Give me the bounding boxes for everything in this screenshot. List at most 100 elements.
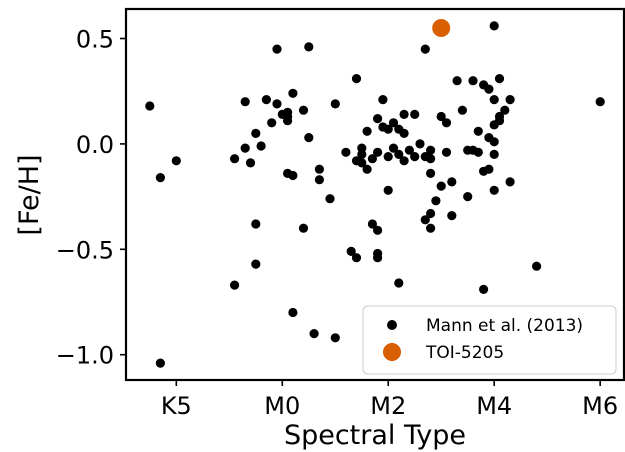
data-point-mann: [388, 143, 399, 153]
data-point-mann: [288, 170, 298, 181]
data-point-mann: [426, 223, 436, 233]
data-point-mann: [261, 95, 271, 105]
data-point-mann: [394, 278, 404, 288]
data-point-mann: [314, 175, 324, 185]
y-tick-label: 0.0: [76, 131, 114, 159]
legend-box: [362, 305, 617, 375]
data-point-mann: [410, 109, 420, 119]
x-axis-label: Spectral Type: [284, 420, 466, 451]
data-point-mann: [357, 149, 367, 159]
data-point-mann: [426, 145, 436, 155]
data-point-mann: [351, 253, 362, 263]
x-tick-label: M0: [264, 392, 300, 420]
data-point-mann: [251, 219, 261, 229]
data-point-mann: [494, 74, 505, 84]
data-point-mann: [489, 21, 499, 31]
data-point-mann: [426, 154, 436, 164]
data-point-mann: [240, 143, 250, 153]
data-point-mann: [489, 95, 499, 105]
data-point-mann: [494, 116, 505, 126]
data-point-mann: [441, 118, 452, 128]
data-point-mann: [505, 95, 515, 105]
data-point-mann: [298, 105, 309, 115]
data-point-mann: [441, 147, 452, 157]
data-point-mann: [595, 97, 605, 107]
data-point-mann: [251, 259, 261, 269]
data-point-mann: [230, 280, 240, 290]
data-point-mann: [272, 44, 282, 54]
data-point-mann: [452, 76, 462, 86]
x-tick-label: K5: [161, 392, 192, 420]
data-point-mann: [426, 208, 436, 219]
data-point-mann: [373, 225, 383, 235]
data-point-mann: [436, 181, 446, 191]
data-point-mann: [373, 253, 383, 263]
data-point-mann: [489, 185, 499, 195]
data-point-mann: [272, 99, 282, 109]
data-point-mann: [351, 74, 362, 84]
data-point-mann: [325, 194, 335, 204]
data-point-mann: [532, 261, 542, 271]
data-point-mann: [410, 152, 420, 162]
data-point-mann: [373, 114, 383, 124]
data-point-mann: [346, 246, 356, 256]
data-point-mann: [267, 118, 277, 128]
data-point-mann: [309, 329, 319, 339]
data-point-mann: [479, 284, 489, 294]
data-point-mann: [245, 158, 256, 168]
data-point-mann: [473, 147, 483, 157]
data-point-mann: [404, 145, 414, 155]
data-point-mann: [341, 147, 351, 157]
data-point-mann: [251, 128, 261, 138]
data-point-mann: [447, 177, 457, 187]
data-point-mann: [447, 211, 457, 221]
data-point-mann: [362, 126, 372, 136]
data-point-mann: [399, 156, 409, 166]
data-point-mann: [505, 177, 515, 187]
data-point-mann: [436, 111, 446, 122]
data-point-mann: [420, 215, 430, 225]
data-point-mann: [484, 164, 494, 174]
y-tick-label: −1.0: [56, 342, 114, 370]
x-tick-label: M4: [476, 392, 512, 420]
data-point-mann: [394, 149, 404, 159]
data-point-mann: [288, 88, 298, 98]
data-point-mann: [388, 118, 399, 128]
legend-label-mann: Mann et al. (2013): [426, 316, 583, 336]
data-point-mann: [155, 173, 165, 183]
data-point-mann: [240, 97, 250, 107]
data-point-mann: [357, 143, 367, 153]
data-point-mann: [304, 42, 314, 52]
data-point-mann: [256, 141, 266, 151]
data-point-mann: [378, 95, 388, 105]
x-tick-label: M6: [582, 392, 618, 420]
data-point-mann: [367, 219, 377, 229]
data-point-mann: [463, 192, 473, 202]
data-point-mann: [230, 154, 240, 164]
data-point-mann: [145, 101, 155, 111]
data-point-mann: [288, 307, 298, 318]
data-point-toi: [432, 19, 451, 37]
data-point-mann: [484, 84, 494, 94]
legend-marker-mann: [387, 320, 397, 330]
data-point-mann: [468, 76, 478, 86]
data-point-mann: [473, 126, 483, 136]
data-point-mann: [330, 99, 340, 109]
data-point-mann: [415, 139, 425, 149]
data-point-mann: [330, 333, 340, 343]
y-tick-label: −0.5: [56, 236, 114, 264]
x-tick-label: M2: [370, 392, 406, 420]
legend-marker-toi: [383, 343, 401, 361]
data-point-mann: [155, 358, 165, 368]
data-point-mann: [304, 133, 314, 143]
ticks-layer: K5 M0 M2 M4 M6 0.5 0.0 −0.5 −1.0: [56, 26, 618, 420]
y-tick-label: 0.5: [76, 26, 114, 54]
data-point-mann: [373, 147, 383, 157]
data-point-mann: [357, 158, 367, 168]
data-point-mann: [489, 137, 499, 147]
legend: Mann et al. (2013) TOI-5205: [362, 305, 617, 375]
plot-frame: [124, 7, 625, 382]
data-point-mann: [420, 44, 430, 54]
data-point-mann: [399, 128, 409, 138]
